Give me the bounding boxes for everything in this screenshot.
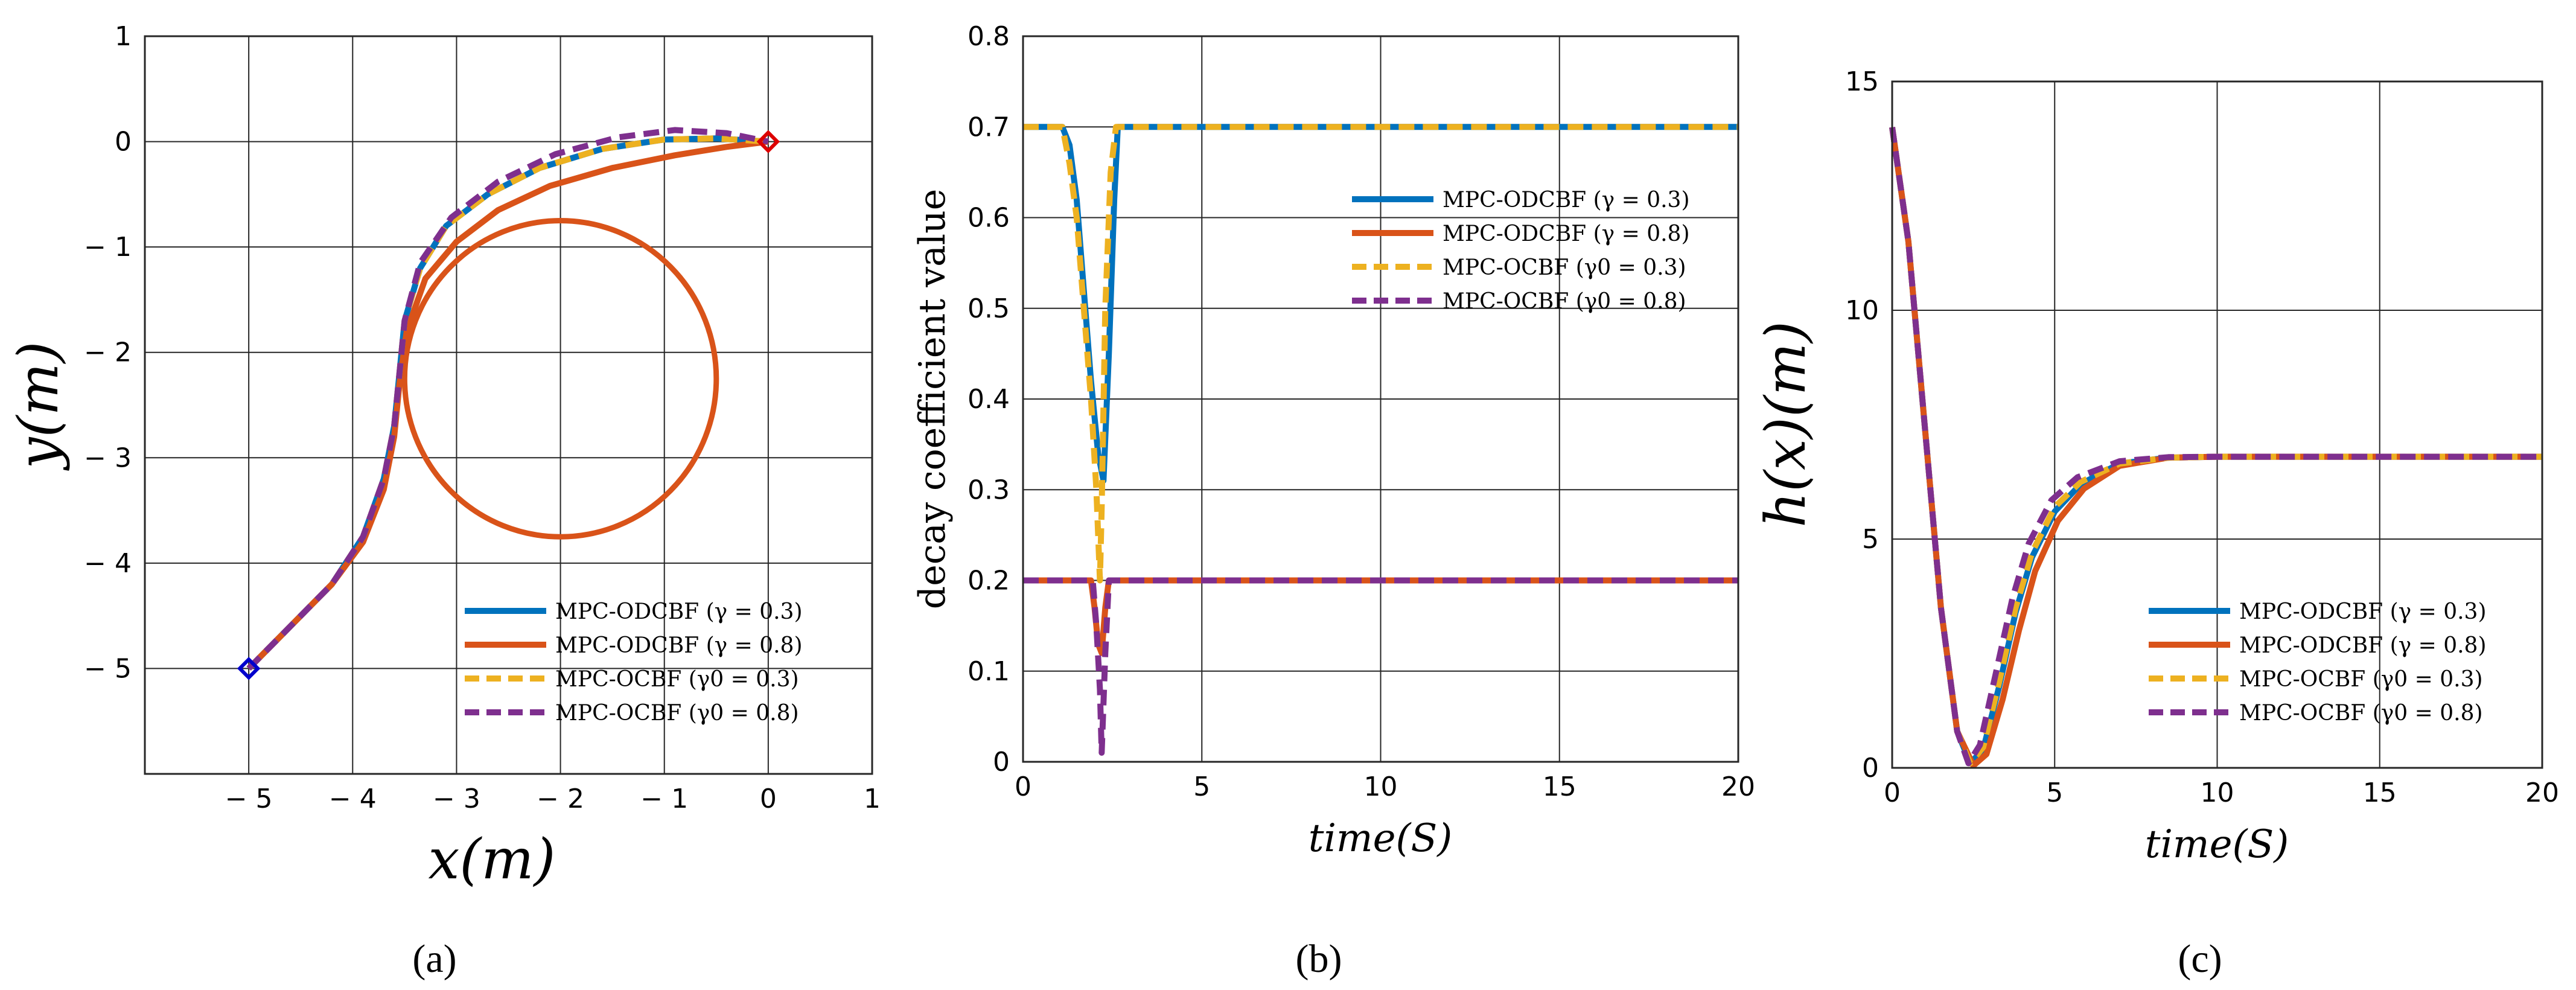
- x-tick-label: 15: [2363, 778, 2397, 808]
- panel-b-frame: [1022, 35, 1739, 763]
- panel-b-grid: [1023, 36, 1738, 762]
- panel-c-y-axis-label: h(x)(m): [1753, 321, 1818, 528]
- x-tick-label: 0: [1884, 778, 1901, 808]
- y-tick-label: − 4: [84, 548, 132, 579]
- x-tick-label: 20: [1721, 771, 1755, 802]
- panel-c-legend: MPC-ODCBF (γ = 0.3) MPC-ODCBF (γ = 0.8) MP…: [2149, 599, 2487, 726]
- x-tick-label: − 4: [329, 784, 377, 814]
- series-line-4: [1889, 127, 2542, 767]
- legend-label: MPC-OCBF (γ0 = 0.8): [1443, 289, 1686, 314]
- panel-a-trajectory-plot: − 5 − 4 − 3 − 2 − 1 0 1 1 0 − 1 − 2 − 3 − 4 − 5 MPC-O…: [6, 21, 881, 981]
- goal-marker: [756, 130, 780, 153]
- legend-label: MPC-OCBF (γ0 = 0.8): [2239, 701, 2483, 726]
- panel-c-ticks: 0 5 10 15 20 15 10 5 0: [1845, 66, 2559, 808]
- y-tick-label: − 1: [84, 232, 132, 263]
- y-tick-label: 1: [115, 21, 132, 52]
- start-marker: [237, 657, 261, 680]
- panel-b-decay-coefficient-plot: 0 5 10 15 20 0.8 0.7 0.6 0.5 0.4 0.3 0.2 0.1 0 MPC-OD…: [911, 21, 1755, 981]
- panel-c-grid: [1892, 81, 2542, 768]
- panel-c-caption: (c): [2178, 937, 2222, 981]
- panel-a-obstacle: [401, 217, 719, 540]
- x-tick-label: − 1: [640, 784, 688, 814]
- obstacle-circle: [401, 217, 719, 540]
- panel-a-y-axis-label: y(m): [6, 342, 71, 471]
- x-tick-label: 10: [2201, 778, 2234, 808]
- y-tick-label: − 2: [84, 337, 132, 368]
- panel-a-frame: [144, 35, 873, 775]
- panel-c-x-axis-label: time(S): [2145, 822, 2289, 867]
- x-tick-label: 10: [1364, 771, 1398, 802]
- legend-label: MPC-ODCBF (γ = 0.3): [2239, 599, 2487, 624]
- legend-label: MPC-ODCBF (γ = 0.3): [1443, 188, 1690, 212]
- y-tick-label: 0.4: [968, 384, 1010, 415]
- panel-b-y-axis-label: decay coefficient value: [911, 189, 954, 609]
- panel-a-legend: MPC-ODCBF (γ = 0.3) MPC-ODCBF (γ = 0.8) MP…: [465, 599, 803, 726]
- x-tick-label: − 3: [433, 784, 480, 814]
- x-tick-label: 5: [1193, 771, 1210, 802]
- series-line-4: [246, 127, 769, 671]
- y-tick-label: 0: [115, 127, 132, 158]
- panel-b-caption: (b): [1296, 937, 1342, 981]
- panel-b-ticks: 0 5 10 15 20 0.8 0.7 0.6 0.5 0.4 0.3 0.2 0.1 0: [968, 21, 1755, 802]
- y-tick-label: 0.6: [968, 203, 1010, 234]
- y-tick-label: 15: [1845, 66, 1879, 97]
- series-line-4: [1023, 577, 1738, 756]
- x-tick-label: 20: [2525, 778, 2559, 808]
- y-tick-label: 0.3: [968, 474, 1010, 505]
- x-tick-label: 1: [864, 784, 881, 814]
- x-tick-label: − 5: [225, 784, 273, 814]
- panel-a-x-axis-label: x(m): [429, 827, 556, 892]
- legend-label: MPC-ODCBF (γ = 0.3): [555, 599, 803, 624]
- y-tick-label: 0.8: [968, 21, 1010, 52]
- y-tick-label: 10: [1845, 295, 1879, 326]
- legend-label: MPC-OCBF (γ0 = 0.3): [555, 667, 799, 692]
- panel-b-series: [1023, 124, 1738, 756]
- legend-label: MPC-ODCBF (γ = 0.8): [2239, 633, 2487, 658]
- panel-a-grid: [145, 36, 872, 774]
- x-tick-label: 0: [760, 784, 777, 814]
- legend-label: MPC-ODCBF (γ = 0.8): [555, 633, 803, 658]
- y-tick-label: 0.5: [968, 293, 1010, 324]
- panel-a-caption: (a): [412, 937, 456, 981]
- panel-b-legend: MPC-ODCBF (γ = 0.3) MPC-ODCBF (γ = 0.8) MP…: [1352, 188, 1690, 314]
- y-tick-label: 0: [1862, 753, 1879, 784]
- panel-a-markers: [237, 130, 780, 680]
- legend-label: MPC-OCBF (γ0 = 0.3): [2239, 667, 2483, 692]
- series-line-3: [1023, 124, 1738, 584]
- y-tick-label: 0: [993, 747, 1010, 778]
- y-tick-label: 5: [1862, 524, 1879, 555]
- y-tick-label: 0.7: [968, 112, 1010, 142]
- x-tick-label: − 2: [537, 784, 584, 814]
- y-tick-label: − 3: [84, 442, 132, 473]
- y-tick-label: 0.1: [968, 656, 1010, 687]
- legend-label: MPC-OCBF (γ0 = 0.8): [555, 701, 799, 726]
- y-tick-label: − 5: [84, 653, 132, 684]
- x-tick-label: 5: [2046, 778, 2063, 808]
- x-tick-label: 15: [1543, 771, 1577, 802]
- y-tick-label: 0.2: [968, 566, 1010, 596]
- x-tick-label: 0: [1015, 771, 1031, 802]
- series-line-2: [246, 138, 769, 671]
- panel-b-x-axis-label: time(S): [1309, 816, 1453, 861]
- legend-label: MPC-ODCBF (γ = 0.8): [1443, 222, 1690, 246]
- panel-a-ticks: − 5 − 4 − 3 − 2 − 1 0 1 1 0 − 1 − 2 − 3 − 4 − 5: [84, 21, 881, 814]
- legend-label: MPC-OCBF (γ0 = 0.3): [1443, 255, 1686, 280]
- panel-a-series: [246, 127, 769, 671]
- panel-c-frame: [1891, 80, 2543, 769]
- panel-c-series: [1889, 127, 2542, 769]
